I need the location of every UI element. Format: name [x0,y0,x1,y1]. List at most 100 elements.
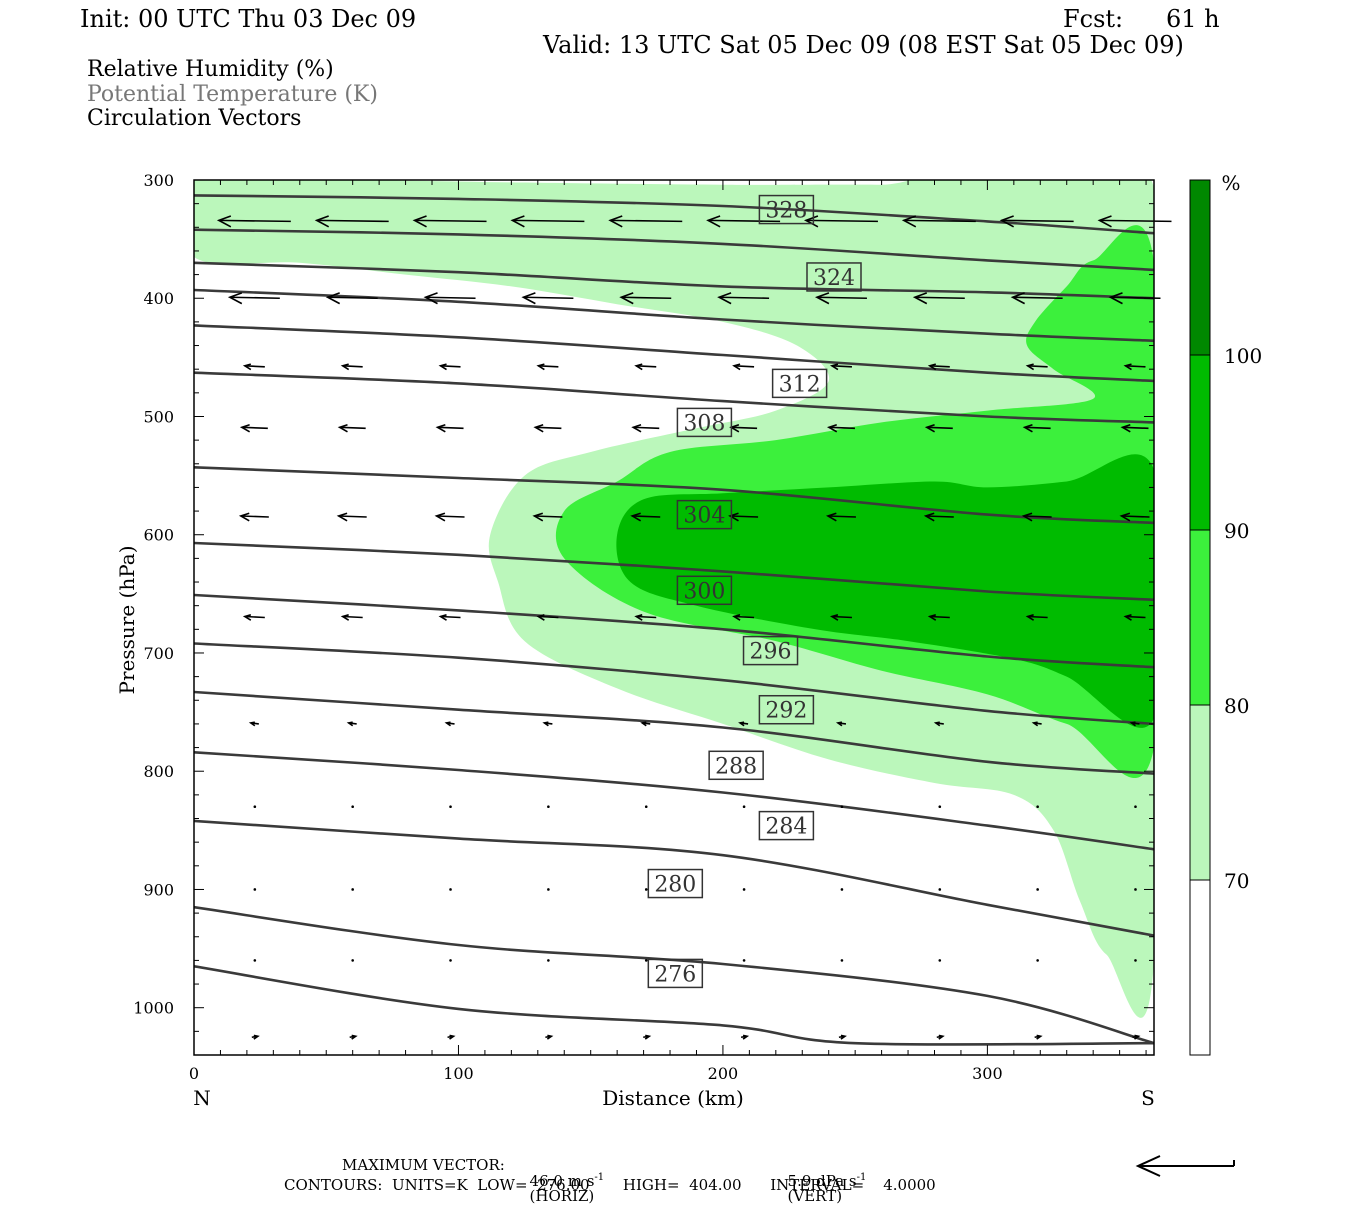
vector-shaft [903,219,976,223]
circulation-vector [732,363,755,371]
isentrope-284 [194,819,1154,937]
vector-head [923,512,935,522]
circulation-vector [251,1034,260,1040]
circulation-vector [608,215,683,228]
vector-dot [840,805,844,808]
vector-shaft [1027,365,1048,368]
circulation-vector [640,721,651,727]
circulation-vector [216,215,291,228]
isentrope-308 [194,466,1154,525]
vector-head [438,363,447,371]
x-tick-label: 300 [972,1064,1003,1083]
circulation-vector [547,805,550,808]
vector-head [732,614,741,621]
vector-head [337,424,348,433]
colorbar-label: 100 [1224,344,1262,368]
vector-shaft [636,365,657,368]
vector-head [924,424,935,433]
circulation-vector [1123,363,1146,371]
vector-head [242,614,252,621]
vector-head [340,614,350,621]
valid-time: Valid: 13 UTC Sat 05 Dec 09 (08 EST Sat … [543,31,1184,59]
vector-shaft [831,365,852,368]
vector-dot [938,888,942,891]
vector-dot [742,888,746,891]
vector-shaft [731,426,758,430]
y-tick-label: 500 [143,407,174,426]
colorbar-70-80 [1189,704,1211,881]
circulation-vector [239,424,268,433]
circulation-vector [340,614,363,621]
circulation-vector [927,363,950,371]
vector-head [732,363,741,371]
vector-head [640,721,647,727]
vector-shaft [914,296,965,300]
vector-shaft [1023,515,1052,518]
circulation-vector [742,959,746,962]
vector-head [435,424,446,433]
circulation-vector [340,363,363,371]
circulation-vector [349,1034,358,1040]
circulation-vector [1120,424,1149,433]
plot-frame [193,179,1155,1056]
vector-head [634,363,643,371]
vector-head [1108,292,1123,305]
vector-head [631,424,642,433]
vector-head [536,614,545,621]
contour-label-box [771,368,828,399]
circulation-vector [728,512,759,522]
vector-shaft [437,426,464,430]
vector-shaft [926,426,953,430]
x-tick-label: 0 [189,1064,199,1083]
circulation-vector [933,721,944,727]
circulation-vector [732,614,755,621]
circulation-vector [253,959,257,962]
vector-dot [644,959,648,962]
vector-head [546,1034,554,1040]
vector-shaft [1121,515,1150,518]
vector-dot [1134,959,1137,962]
vector-head [1119,512,1131,522]
vector-head [1036,1034,1043,1040]
circulation-vector [938,805,942,808]
isentrope-unlabeled-4 [194,324,1154,383]
circulation-vector [438,363,461,371]
circulation-vector [447,1034,456,1040]
circulation-vector [1025,614,1048,621]
vector-dot [449,959,452,962]
circulation-vector [643,1034,652,1040]
circulation-vector [434,512,465,522]
circulation-vector [1036,805,1039,808]
vector-shaft [610,219,683,223]
contour-label-296: 296 [742,635,799,666]
vector-head [829,614,839,621]
contour-label-box [647,868,704,899]
contour-info: CONTOURS: UNITS=K LOW= 276.00 HIGH= 404.… [284,1176,936,1194]
contour-label-text: 284 [765,815,807,840]
vector-shaft [218,219,291,223]
circulation-vector [717,292,770,305]
vector-dot [1134,888,1137,891]
circulation-vector [1022,424,1051,433]
circulation-vector [1132,1034,1141,1040]
vector-dot [547,888,550,891]
circulation-vector [835,721,847,727]
vector-head [542,721,549,727]
vector-dot [351,959,354,962]
circulation-vector [1134,805,1137,808]
vector-head [814,292,830,305]
contour-label-288: 288 [708,750,764,781]
circulation-vector [227,292,280,305]
vector-head [1097,215,1112,228]
contour-label-308: 308 [676,407,733,438]
vector-dot [742,805,746,808]
circulation-vector [1010,292,1063,305]
circulation-vector [1025,363,1048,371]
circulation-vector [444,721,455,727]
contour-label-box [676,407,733,438]
circulation-vector [838,1034,847,1040]
circulation-vector [840,959,844,962]
circulation-vector [742,805,746,808]
vector-dot [644,805,648,808]
